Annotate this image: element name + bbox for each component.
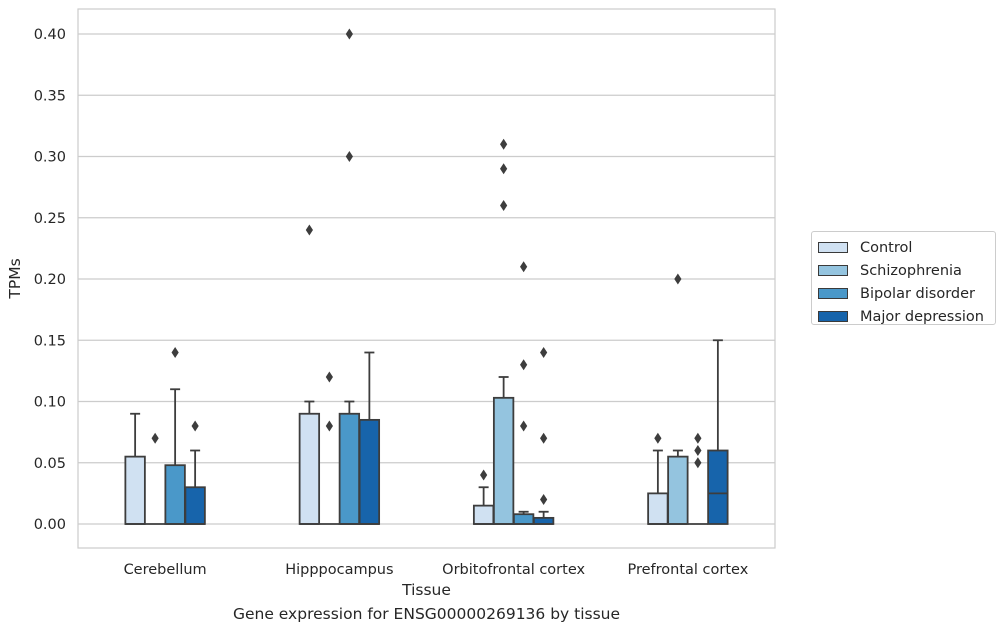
legend-item-bipolar-disorder: Bipolar disorder: [818, 282, 995, 305]
legend-item-control: Control: [818, 236, 995, 259]
box-body: [124, 455, 146, 525]
outlier-point: [345, 28, 353, 40]
box-3-3: [707, 339, 729, 525]
y-tick-label: 0.30: [34, 150, 66, 166]
y-tick-label: 0.15: [34, 333, 66, 349]
outlier-point: [654, 432, 662, 444]
legend-item-schizophrenia: Schizophrenia: [818, 259, 995, 282]
outlier-point: [305, 224, 313, 236]
outlier-point: [171, 347, 179, 358]
y-tick-label: 0.35: [34, 88, 66, 104]
x-tick-label: Hipppocampus: [285, 562, 393, 578]
x-tick-label: Cerebellum: [124, 562, 207, 578]
legend: Control Schizophrenia Bipolar disorder M…: [811, 231, 996, 325]
legend-item-major-depression: Major depression: [818, 305, 995, 328]
box-body: [667, 455, 689, 525]
box-1-1: [319, 371, 340, 525]
outlier-point: [325, 371, 333, 383]
box-body: [492, 396, 515, 525]
box-0-3: [647, 432, 669, 525]
x-tick-label: Prefrontal cortex: [627, 562, 748, 578]
box-body: [164, 464, 186, 525]
box-1-0: [145, 432, 165, 525]
box-3-1: [358, 351, 381, 525]
legend-label-bipolar-disorder: Bipolar disorder: [860, 285, 975, 302]
outlier-point: [540, 432, 548, 444]
y-tick-label: 0.00: [34, 517, 66, 533]
outlier-point: [694, 445, 702, 456]
outlier-point: [540, 347, 548, 358]
x-axis-label: Tissue: [401, 581, 451, 599]
box-3-0: [184, 420, 206, 525]
outlier-point: [500, 138, 508, 150]
box-body: [184, 486, 206, 525]
y-tick-label: 0.10: [34, 395, 66, 411]
outlier-point: [674, 273, 682, 285]
box-body: [707, 449, 729, 525]
box-0-2: [472, 469, 495, 525]
outlier-point: [325, 420, 333, 432]
outlier-point: [345, 151, 353, 162]
outlier-point: [500, 200, 508, 211]
gridlines: [78, 33, 775, 525]
outlier-point: [694, 457, 702, 469]
x-tick-labels: Cerebellum Hipppocampus Orbitofrontal cort…: [124, 562, 749, 578]
boxes: [124, 28, 729, 525]
box-body: [358, 418, 381, 525]
y-tick-labels: 0.00 0.05 0.10 0.15 0.20 0.25 0.30 0.35 0.40: [34, 27, 66, 533]
box-2-0: [164, 347, 186, 525]
box-0-1: [298, 224, 321, 525]
outlier-point: [694, 432, 702, 444]
box-2-2: [512, 261, 535, 525]
box-2-1: [338, 28, 361, 525]
box-0-0: [124, 412, 146, 525]
box-body: [532, 516, 555, 525]
outlier-point: [520, 261, 528, 273]
legend-swatch-bipolar-disorder: [818, 288, 848, 299]
y-tick-label: 0.40: [34, 27, 66, 43]
y-tick-label: 0.05: [34, 456, 66, 472]
box-3-2: [532, 347, 555, 525]
legend-swatch-control: [818, 242, 848, 253]
box-body: [472, 504, 495, 525]
box-body: [338, 412, 361, 525]
figure-caption: Gene expression for ENSG00000269136 by t…: [232, 605, 621, 623]
plot-frame: [77, 8, 776, 549]
x-tick-label: Orbitofrontal cortex: [442, 562, 585, 578]
legend-label-major-depression: Major depression: [860, 308, 984, 325]
outlier-point: [151, 432, 159, 444]
box-2-3: [688, 432, 708, 525]
outlier-point: [520, 420, 528, 432]
outlier-point: [500, 163, 508, 175]
legend-swatch-major-depression: [818, 311, 848, 322]
legend-label-control: Control: [860, 239, 913, 256]
y-tick-label: 0.20: [34, 272, 66, 288]
outlier-point: [520, 359, 528, 371]
y-tick-label: 0.25: [34, 211, 66, 227]
y-axis-label: TPMs: [6, 258, 24, 299]
legend-label-schizophrenia: Schizophrenia: [860, 262, 962, 279]
outlier-point: [540, 494, 548, 505]
box-body: [647, 492, 669, 525]
box-body: [512, 513, 535, 525]
box-1-2: [492, 138, 515, 525]
legend-swatch-schizophrenia: [818, 265, 848, 276]
outlier-point: [191, 420, 199, 432]
box-body: [298, 412, 321, 525]
box-1-3: [667, 273, 689, 525]
outlier-point: [480, 469, 488, 481]
